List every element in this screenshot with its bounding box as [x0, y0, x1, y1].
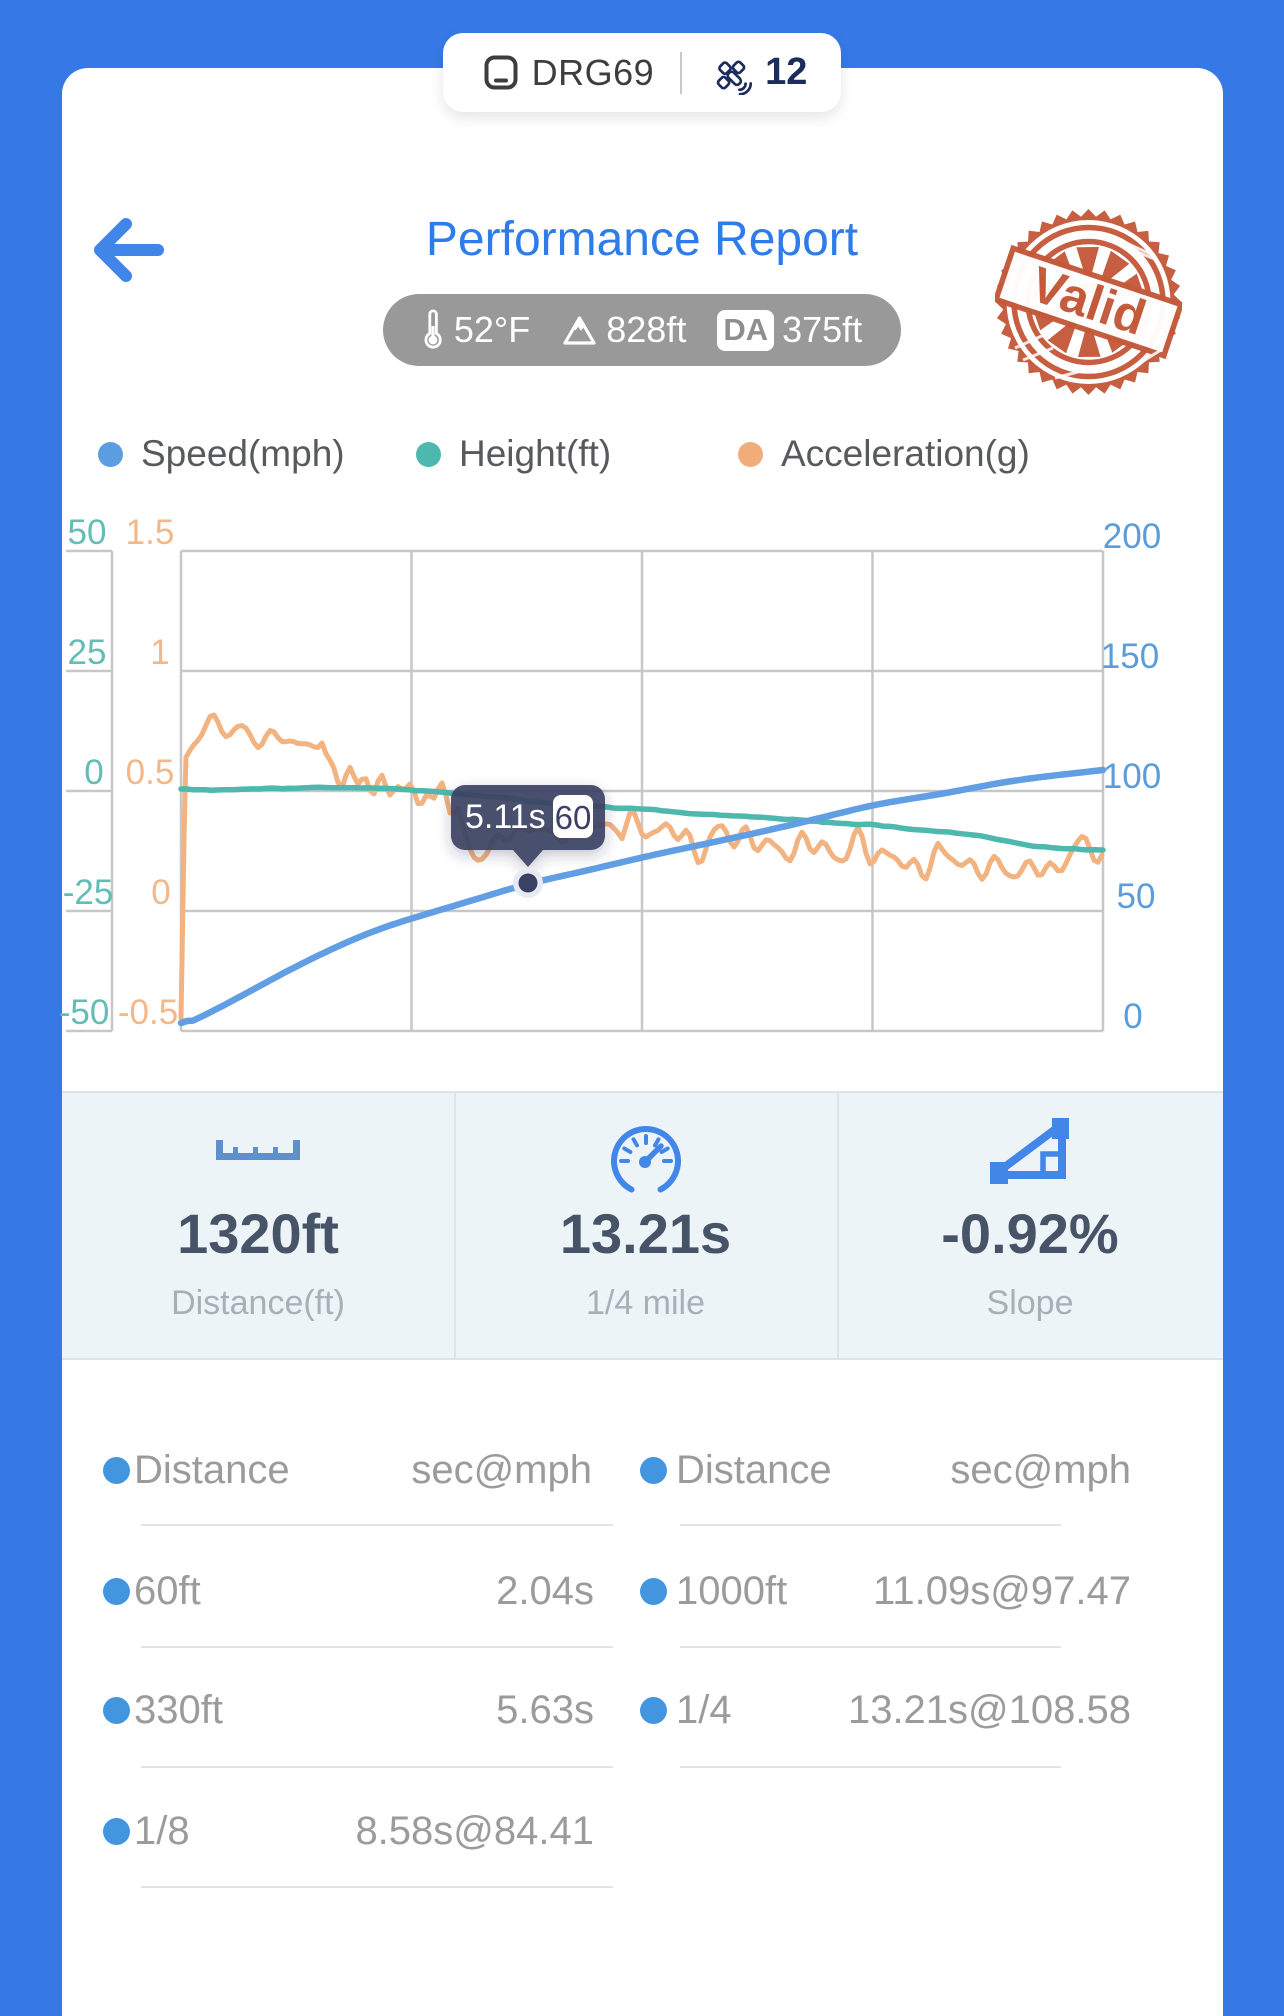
- svg-text:1.5: 1.5: [126, 513, 175, 552]
- svg-text:200: 200: [1103, 517, 1161, 556]
- svg-text:-0.5: -0.5: [118, 993, 178, 1032]
- svg-text:25: 25: [68, 633, 107, 672]
- svg-text:5.11s: 5.11s: [465, 798, 546, 836]
- svg-text:100: 100: [1103, 757, 1161, 796]
- svg-text:1: 1: [150, 633, 169, 672]
- svg-text:0: 0: [1123, 997, 1142, 1036]
- svg-text:-50: -50: [59, 993, 110, 1032]
- svg-text:50: 50: [1117, 877, 1156, 916]
- svg-text:50: 50: [68, 513, 107, 552]
- svg-text:0: 0: [84, 753, 103, 792]
- svg-text:-25: -25: [63, 873, 114, 912]
- svg-text:60: 60: [555, 799, 592, 836]
- svg-text:150: 150: [1101, 637, 1159, 676]
- svg-text:0.5: 0.5: [126, 753, 175, 792]
- svg-text:0: 0: [151, 873, 170, 912]
